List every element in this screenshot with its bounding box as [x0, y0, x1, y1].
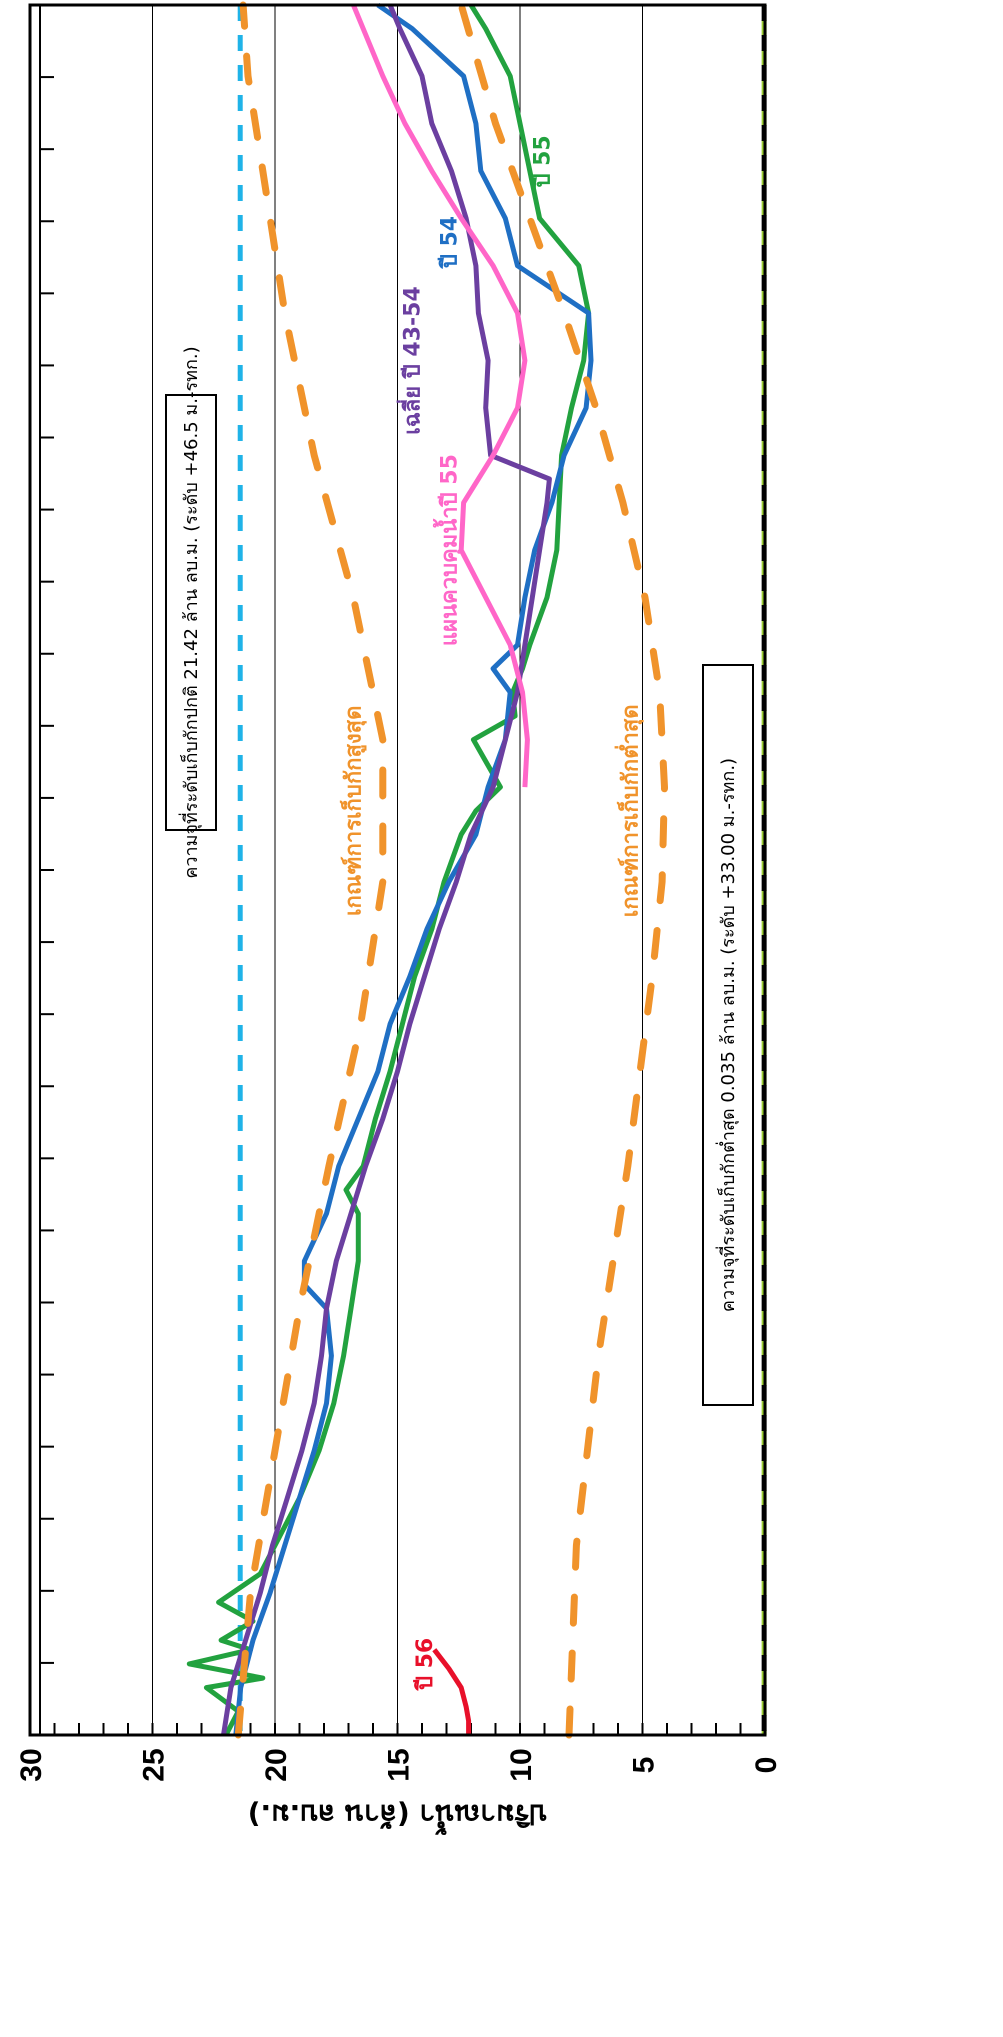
y-tick-label: 25 [138, 1748, 171, 1781]
series-line [234, 1, 387, 1739]
y-axis-title-group: ปริมาณน้ำ (ล้าน ลบ.ม.) [248, 1798, 548, 1836]
note-text: ความจุที่ระดับเก็บกักปกติ 21.42 ล้าน ลบ.… [178, 346, 202, 878]
series-labels: ปี 56 ปี 55 ปี 54 เฉลี่ย ปี 43-54แผนควบคุมน… [339, 135, 645, 1691]
series-label: แผนควบคุมน้ำปี 55 [432, 454, 463, 646]
y-tick-label: 20 [260, 1748, 293, 1781]
series-label: เกณฑ์การเก็บกักสูงสุด [339, 706, 368, 916]
series-line [186, 3, 592, 1737]
y-tick-label: 5 [628, 1757, 661, 1774]
series-label: เกณฑ์การเก็บกักต่ำสุด [614, 704, 645, 917]
y-axis-tick-labels: 0 5 10 15 20 25 30 [15, 1748, 783, 1781]
y-axis-title: ปริมาณน้ำ (ล้าน ลบ.ม.) [248, 1798, 548, 1836]
plot-frame [28, 3, 767, 1737]
y-tick-label: 15 [383, 1748, 416, 1781]
series-lines [186, 1, 668, 1739]
series-label: ปี 56 [413, 1638, 438, 1691]
y-tick-label: 10 [505, 1748, 538, 1781]
series-line [351, 4, 530, 788]
note-box [702, 664, 754, 1406]
plot-border [28, 3, 767, 1737]
note-text: ความจุที่ระดับเก็บกักต่ำสุด 0.035 ล้าน ล… [715, 758, 739, 1312]
series-label: ปี 54 [437, 216, 462, 269]
y-tick-label: 0 [750, 1757, 783, 1774]
x-axis-ticks [29, 4, 766, 1736]
note-box [165, 394, 217, 831]
series-label: เฉลี่ย ปี 43-54 [396, 286, 426, 435]
y-tick-label: 30 [15, 1748, 48, 1781]
notes-group: ความจุที่ระดับเก็บกักปกติ 21.42 ล้าน ลบ.… [165, 346, 754, 1406]
series-line [221, 4, 552, 1736]
series-label: ปี 55 [530, 135, 555, 188]
series-line [457, 1, 668, 1739]
series-line [432, 1648, 472, 1735]
